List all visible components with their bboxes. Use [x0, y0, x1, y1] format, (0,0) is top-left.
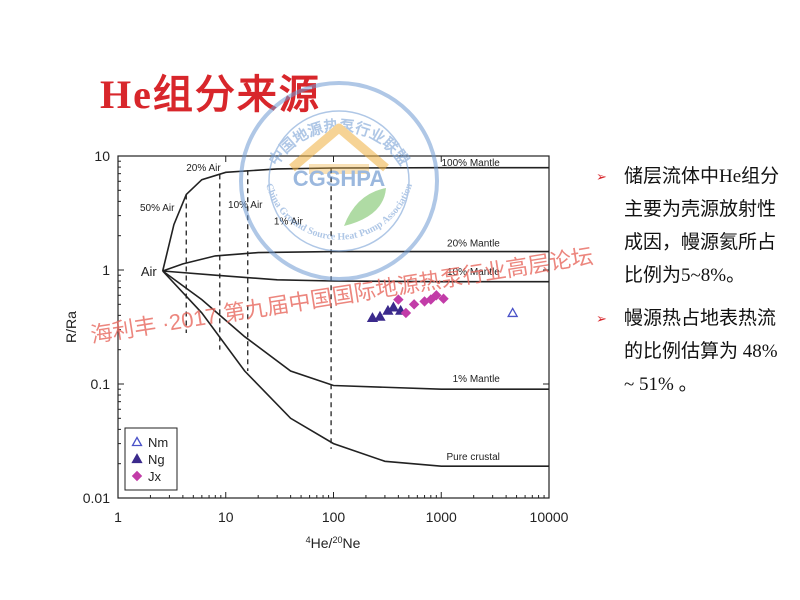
seal-house-body-icon — [309, 164, 369, 174]
x-tick-label: 100 — [322, 509, 346, 525]
x-axis-label-sup2: 20 — [332, 535, 342, 545]
legend-marker-ng — [131, 453, 143, 464]
air-mixing-lines — [185, 168, 332, 449]
curve-labels: 100% Mantle 20% Mantle 10% Mantle 1% Mantle… — [140, 158, 500, 463]
seal-house-roof-icon — [289, 123, 389, 172]
data-point-jx — [408, 299, 420, 310]
data-point-nm — [507, 307, 519, 318]
y-axis-label: R/Ra — [63, 311, 79, 343]
seal-leaf-icon — [344, 188, 386, 226]
air-mixing-label: 1% Air — [274, 217, 304, 228]
data-point-ng — [387, 301, 400, 312]
x-axis-label-end: Ne — [342, 535, 360, 551]
y-tick-label: 0.1 — [91, 376, 111, 392]
bullet-text: 储层流体中He组分主要为壳源放射性成因，幔源氦所占比例为5~8%。 — [624, 166, 780, 286]
mixing-curve — [162, 270, 549, 283]
bullet-list: ➢ 储层流体中He组分主要为壳源放射性成因，幔源氦所占比例为5~8%。 ➢ 幔源热占… — [596, 160, 792, 411]
legend-box — [124, 427, 178, 491]
air-point-label: Air — [141, 264, 158, 279]
legend-entries: Nm Ng Jx — [131, 435, 168, 484]
x-axis-label-mid: He/ — [311, 535, 333, 551]
data-point-jx — [438, 293, 449, 304]
data-point-jx — [393, 294, 404, 305]
mixing-curve-label: 20% Mantle — [447, 239, 500, 250]
sample-points — [366, 290, 519, 323]
seal-outer-ring — [239, 81, 439, 281]
legend-marker-jx — [131, 470, 143, 482]
mixing-curve-label: 10% Mantle — [447, 267, 500, 278]
arrow-bullet-icon: ➢ — [596, 169, 607, 184]
mixing-curves — [161, 166, 549, 467]
bullet-text: 幔源热占地表热流的比例估算为 48% ~ 51% 。 — [624, 308, 778, 395]
mixing-curve — [162, 270, 549, 467]
y-tick-label: 1 — [102, 262, 110, 278]
bullet-item: ➢ 储层流体中He组分主要为壳源放射性成因，幔源氦所占比例为5~8%。 — [596, 160, 792, 292]
axis-ticks: 1 10 100 1000 10000 10 1 0.1 0.01 — [83, 148, 569, 525]
legend-label: Jx — [148, 469, 162, 484]
slide-title: He组分来源 — [100, 72, 321, 117]
mixing-curve — [162, 250, 549, 272]
x-tick-label: 10000 — [530, 509, 569, 525]
mixing-curve-label: Pure crustal — [447, 452, 500, 463]
seal-inner-ring — [268, 110, 410, 252]
data-point-jx — [431, 290, 442, 301]
x-tick-label: 10 — [218, 509, 234, 525]
air-mixing-label: 50% Air — [140, 203, 175, 214]
legend-label: Ng — [148, 452, 165, 467]
legend-marker-nm — [131, 436, 143, 447]
y-tick-label: 0.01 — [83, 490, 110, 506]
association-seal: 中国地源热泵行业联盟 China Ground Source Heat Pump… — [239, 81, 439, 281]
data-point-ng — [366, 312, 379, 323]
mixing-curve-label: 1% Mantle — [453, 374, 501, 385]
bullet-item: ➢ 幔源热占地表热流的比例估算为 48% ~ 51% 。 — [596, 302, 792, 401]
x-axis-label-sup: 4 — [306, 535, 311, 545]
data-point-jx — [425, 294, 437, 305]
data-point-jx — [400, 307, 412, 319]
arrow-bullet-icon: ➢ — [596, 311, 607, 326]
chart-legend: Nm Ng Jx — [124, 427, 178, 491]
x-tick-label: 1000 — [426, 509, 457, 525]
mixing-curve — [161, 166, 549, 272]
seal-abbr: CGSHPA — [293, 166, 386, 191]
x-tick-label: 1 — [114, 509, 122, 525]
x-axis-label: 4He/20Ne — [306, 535, 361, 551]
mixing-curve — [162, 270, 549, 390]
mixing-curve-label: 100% Mantle — [441, 158, 500, 169]
data-point-ng — [374, 310, 386, 321]
air-mixing-label: 20% Air — [186, 163, 221, 174]
legend-label: Nm — [148, 435, 168, 450]
y-tick-label: 10 — [94, 148, 110, 164]
